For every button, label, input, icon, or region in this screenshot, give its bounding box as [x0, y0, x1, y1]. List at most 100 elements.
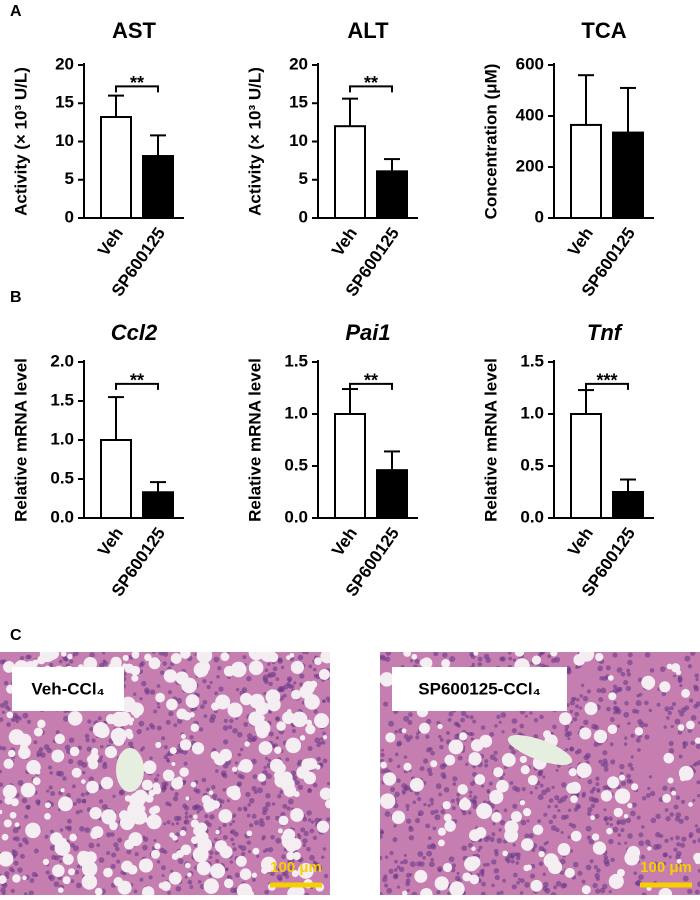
nucleus: [494, 724, 498, 728]
nucleus: [165, 719, 171, 725]
nucleus: [690, 714, 697, 721]
nucleus: [0, 745, 3, 751]
nucleus: [555, 768, 559, 773]
nucleus: [511, 727, 517, 734]
nucleus: [204, 814, 209, 819]
nucleus: [223, 739, 229, 745]
nucleus: [392, 837, 398, 843]
bar: [612, 491, 644, 519]
nucleus: [511, 884, 517, 890]
nucleus: [659, 666, 666, 672]
nucleus: [602, 761, 609, 768]
nucleus: [84, 827, 91, 833]
vacuole: [223, 878, 234, 889]
vacuole: [314, 657, 322, 665]
nucleus: [493, 750, 498, 755]
nucleus: [501, 730, 505, 734]
panel-label: C: [10, 627, 22, 644]
nucleus: [515, 787, 521, 793]
nucleus: [603, 855, 609, 860]
nucleus: [285, 874, 290, 879]
nucleus: [472, 771, 478, 777]
nucleus: [253, 790, 258, 794]
nucleus: [511, 749, 516, 755]
error-bar: [342, 97, 358, 127]
nucleus: [264, 889, 270, 895]
nucleus: [564, 724, 570, 729]
nucleus: [409, 861, 416, 868]
nucleus: [508, 656, 513, 661]
nucleus: [688, 831, 694, 837]
nucleus: [664, 838, 669, 844]
y-tick-label: 1.5: [520, 351, 544, 370]
nucleus: [635, 737, 641, 743]
nucleus: [31, 871, 38, 878]
nucleus: [550, 825, 557, 831]
nucleus: [512, 658, 517, 662]
nucleus: [268, 731, 274, 737]
chart-title: Tnf: [587, 320, 624, 345]
nucleus: [626, 668, 631, 673]
vessel: [116, 748, 144, 792]
nucleus: [210, 713, 217, 720]
nucleus: [264, 847, 269, 853]
nucleus: [265, 793, 271, 799]
nucleus: [188, 814, 193, 819]
vacuole: [67, 711, 83, 726]
vacuole: [550, 652, 558, 657]
nucleus: [156, 702, 160, 706]
y-axis-label: Concentration (μM): [481, 64, 500, 220]
nucleus: [145, 727, 150, 731]
nucleus: [314, 817, 321, 824]
nucleus: [247, 737, 253, 743]
nucleus: [593, 865, 599, 870]
vacuole: [54, 840, 71, 856]
nucleus: [434, 814, 441, 821]
nucleus: [33, 848, 39, 854]
nucleus: [588, 838, 595, 845]
nucleus: [230, 837, 235, 842]
significance-label: **: [130, 371, 144, 391]
vacuole: [196, 652, 213, 664]
nucleus: [293, 681, 297, 685]
vacuole: [248, 652, 265, 661]
nucleus: [575, 750, 580, 755]
nucleus: [50, 829, 55, 834]
nucleus: [222, 835, 228, 840]
vacuole: [634, 727, 644, 736]
nucleus: [471, 799, 477, 805]
nucleus: [294, 779, 300, 786]
nucleus: [206, 684, 211, 690]
vacuole: [579, 727, 592, 740]
nucleus: [437, 866, 443, 872]
vacuole: [566, 782, 578, 794]
vacuole: [579, 652, 595, 662]
vacuole: [37, 719, 46, 729]
nucleus: [630, 810, 636, 817]
nucleus: [26, 719, 32, 724]
nucleus: [44, 834, 49, 839]
y-tick-label: 10: [289, 131, 308, 150]
bar: [376, 469, 408, 520]
nucleus: [275, 736, 280, 740]
nucleus: [515, 861, 520, 865]
vacuole: [380, 672, 394, 687]
nucleus: [477, 662, 483, 667]
nucleus: [682, 741, 686, 746]
vacuole: [18, 746, 31, 760]
vacuole: [67, 653, 73, 660]
vacuole: [54, 733, 65, 745]
nucleus: [241, 851, 246, 857]
nucleus: [595, 876, 600, 881]
vacuole: [180, 652, 191, 659]
vacuole: [580, 773, 586, 779]
nucleus: [184, 805, 190, 811]
nucleus: [305, 652, 309, 655]
nucleus: [539, 714, 544, 720]
nucleus: [213, 656, 220, 663]
chart-title: AST: [112, 18, 157, 43]
nucleus: [270, 834, 275, 840]
nucleus: [264, 668, 269, 673]
nucleus: [591, 723, 597, 730]
nucleus: [620, 780, 627, 787]
